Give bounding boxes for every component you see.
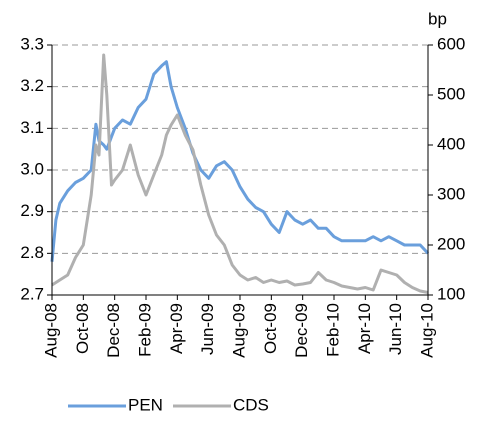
legend-label: CDS (233, 395, 269, 414)
y2-tick-label: 600 (437, 34, 465, 53)
y-tick-label: 2.8 (20, 243, 44, 262)
y2-tick-label: 200 (437, 234, 465, 253)
y2-tick-label: 400 (437, 134, 465, 153)
x-tick-label: Jun-10 (386, 303, 405, 355)
y-tick-label: 3.3 (20, 34, 44, 53)
y2-axis-label: bp (428, 9, 447, 28)
series-line (51, 53, 429, 294)
y-tick-label: 3.1 (20, 118, 44, 137)
x-tick-label: Apr-10 (355, 303, 374, 354)
y2-tick-label: 500 (437, 84, 465, 103)
x-tick-label: Dec-09 (292, 303, 311, 358)
y-tick-label: 2.7 (20, 284, 44, 303)
y-tick-label: 3.2 (20, 76, 44, 95)
y-tick-label: 3.0 (20, 159, 44, 178)
y-tick-label: 2.9 (20, 201, 44, 220)
series-line (50, 60, 430, 262)
y2-tick-label: 300 (437, 184, 465, 203)
y2-tick-label: 100 (437, 284, 465, 303)
x-tick-label: Oct-08 (73, 303, 92, 354)
x-tick-label: Aug-10 (417, 303, 436, 358)
x-tick-label: Jun-09 (198, 303, 217, 355)
x-tick-label: Feb-10 (323, 303, 342, 357)
x-tick-label: Apr-09 (167, 303, 186, 354)
x-tick-label: Dec-08 (104, 303, 123, 358)
x-tick-label: Aug-08 (41, 303, 60, 358)
x-tick-label: Feb-09 (135, 303, 154, 357)
x-tick-label: Aug-09 (229, 303, 248, 358)
x-tick-label: Oct-09 (261, 303, 280, 354)
legend-label: PEN (128, 395, 163, 414)
